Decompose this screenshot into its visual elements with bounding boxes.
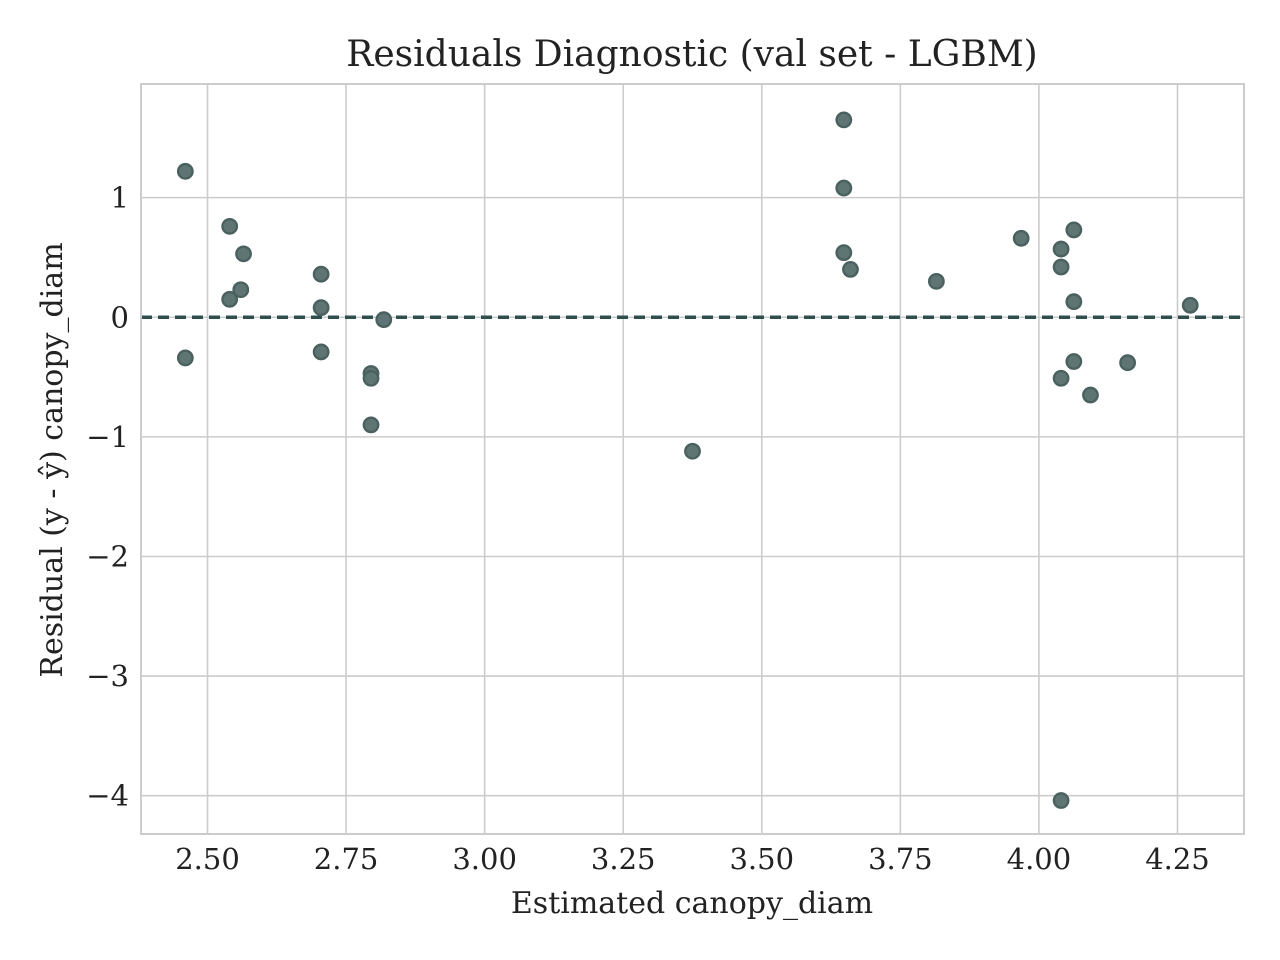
x-tick-label: 4.25 [1145,842,1210,876]
y-tick-label: −1 [86,420,129,454]
y-tick-label: 0 [111,300,129,334]
axes-frame [140,83,1245,835]
x-tick-label: 3.50 [729,842,794,876]
x-tick-label: 4.00 [1007,842,1072,876]
residual-point [1012,229,1030,247]
residual-point [1065,293,1083,311]
residual-point [1082,386,1099,404]
residual-point [221,290,239,308]
chart-title: Residuals Diagnostic (val set - LGBM) [346,34,1037,75]
residual-point [1052,258,1070,276]
residual-point [1065,353,1083,370]
residual-point [312,343,330,361]
y-axis-label: Residual (y - ŷ) canopy_diam [35,242,70,677]
residual-point [312,265,330,283]
x-tick-label: 3.00 [452,842,517,876]
residual-point [1065,221,1083,239]
residual-point [1181,296,1199,314]
residual-point [176,349,194,367]
x-tick-label: 3.25 [591,842,656,876]
data-points [176,111,1199,809]
x-axis-label: Estimated canopy_diam [511,886,873,921]
y-tick-label: −3 [86,659,129,693]
y-tick-label: −4 [86,779,129,813]
residual-point [1052,369,1070,387]
x-axis-ticks: 2.50 2.75 3.00 3.25 3.50 3.75 4.00 4.25 [175,842,1210,876]
y-tick-label: −2 [86,539,129,573]
residual-point [927,272,945,290]
residual-point [232,281,250,299]
residual-point [842,261,859,278]
x-tick-label: 3.75 [868,842,933,876]
y-tick-label: 1 [111,181,129,215]
residual-point [835,179,853,197]
residual-point [835,111,853,129]
y-axis-ticks: 1 0 −1 −2 −3 −4 [86,181,129,813]
residual-point [1052,240,1070,258]
residual-point [362,416,380,434]
residual-point [1052,792,1070,809]
x-tick-label: 2.50 [175,842,240,876]
residual-point [1119,354,1137,372]
x-tick-label: 2.75 [314,842,379,876]
residual-point [375,311,393,329]
residual-point [684,442,701,460]
residual-point [362,369,380,387]
residual-point [235,245,252,263]
residual-point [221,217,239,235]
residual-point [835,244,853,262]
residual-point [312,299,330,317]
residual-point [176,162,194,180]
